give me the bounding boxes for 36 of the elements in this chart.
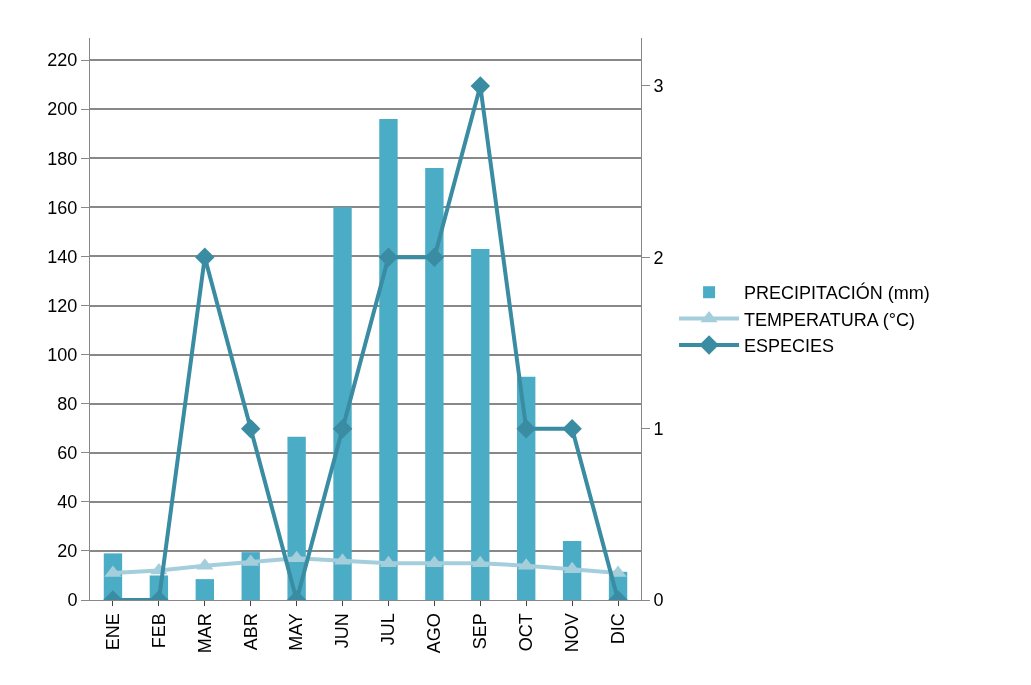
y-tick-label: 0 [67, 590, 78, 611]
y-tick-label: 200 [47, 99, 78, 120]
y2-tick-label: 1 [653, 418, 664, 439]
x-tick-label: MAY [286, 613, 307, 651]
y-tick-label: 100 [47, 344, 78, 365]
y2-tick-label: 0 [653, 590, 664, 611]
y-tick-label: 60 [57, 443, 78, 464]
bar [379, 118, 398, 600]
y2-tick-label: 3 [653, 76, 664, 97]
x-tick-label: JUN [332, 613, 353, 649]
x-tick-label: ENE [102, 613, 123, 651]
y-tick-label: 20 [57, 541, 78, 562]
bar [195, 579, 214, 600]
y-tick-label: 220 [47, 50, 78, 71]
bar [425, 168, 444, 600]
y-tick-label: 180 [47, 148, 78, 169]
legend-label: PRECIPITACIÓN (mm) [744, 282, 930, 304]
y-tick-label: 160 [47, 197, 78, 218]
bar [471, 249, 490, 600]
x-tick-label: ABR [240, 613, 261, 651]
x-tick-label: FEB [148, 613, 169, 649]
y-tick-label: 80 [57, 393, 78, 414]
x-tick-label: MAR [194, 613, 215, 654]
y2-tick-label: 2 [653, 247, 664, 268]
x-tick-label: OCT [516, 613, 537, 652]
x-tick-label: DIC [607, 613, 628, 645]
y-tick-label: 40 [57, 492, 78, 513]
x-tick-label: NOV [561, 613, 582, 653]
legend-label: ESPECIES [744, 336, 835, 357]
x-tick-label: AGO [424, 613, 445, 654]
x-tick-label: SEP [470, 613, 491, 650]
y-tick-label: 120 [47, 295, 78, 316]
legend-label: TEMPERATURA (°C) [744, 309, 915, 330]
bar [333, 207, 352, 600]
x-tick-label: JUL [378, 613, 399, 646]
y-tick-label: 140 [47, 246, 78, 267]
